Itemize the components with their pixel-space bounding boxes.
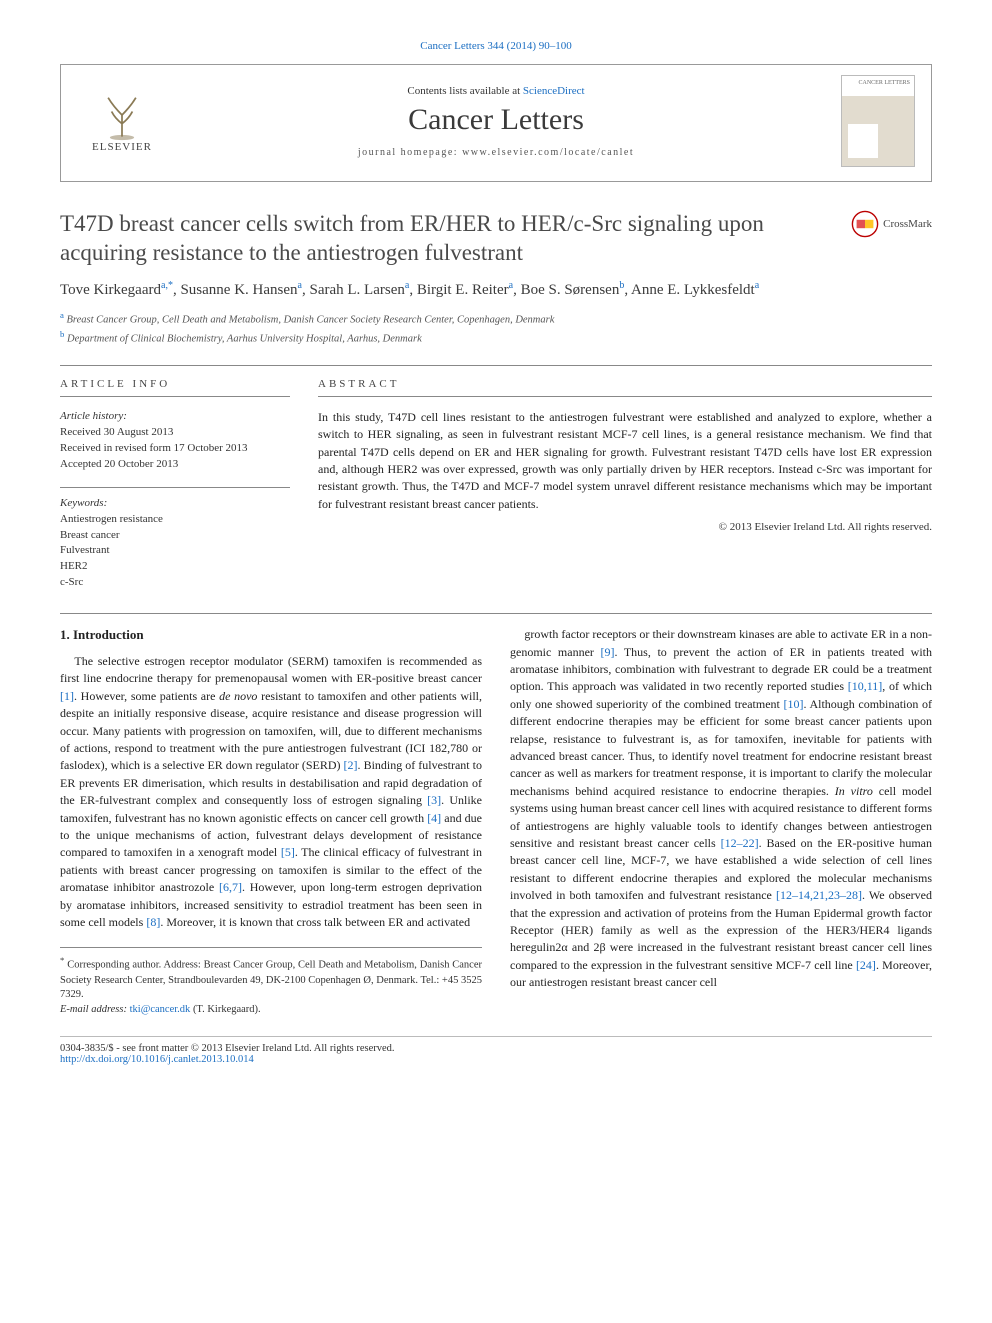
article-title: T47D breast cancer cells switch from ER/… <box>60 210 833 268</box>
corresponding-email: E-mail address: tki@cancer.dk (T. Kirkeg… <box>60 1003 482 1018</box>
affil-a-text: Breast Cancer Group, Cell Death and Meta… <box>67 314 555 325</box>
cover-art <box>848 124 878 158</box>
body-columns: 1. Introduction The selective estrogen r… <box>60 626 932 1017</box>
running-head-link[interactable]: Cancer Letters 344 (2014) 90–100 <box>420 40 572 52</box>
email-label: E-mail address: <box>60 1004 127 1015</box>
crossmark-badge[interactable]: CrossMark <box>851 210 932 238</box>
contents-pre: Contents lists available at <box>407 85 522 97</box>
abstract-heading: abstract <box>318 378 932 390</box>
abstract-copyright: © 2013 Elsevier Ireland Ltd. All rights … <box>318 521 932 533</box>
corresponding-text: * Corresponding author. Address: Breast … <box>60 954 482 1003</box>
intro-heading: 1. Introduction <box>60 626 482 645</box>
affiliation-a: a Breast Cancer Group, Cell Death and Me… <box>60 309 932 328</box>
corr-star: * <box>60 955 64 965</box>
footer-left: 0304-3835/$ - see front matter © 2013 El… <box>60 1043 395 1065</box>
journal-name: Cancer Letters <box>177 103 815 137</box>
abstract-text: In this study, T47D cell lines resistant… <box>318 409 932 513</box>
info-abstract-row: article info Article history: Received 3… <box>60 378 932 591</box>
rule-mid <box>60 613 932 614</box>
doi-label: http://dx.doi.org/ <box>60 1054 131 1065</box>
rule-top <box>60 365 932 366</box>
keyword-list: Antiestrogen resistanceBreast cancerFulv… <box>60 512 290 592</box>
page-footer: 0304-3835/$ - see front matter © 2013 El… <box>60 1036 932 1065</box>
history-line: Received 30 August 2013 <box>60 425 290 441</box>
elsevier-tree-icon <box>96 89 148 141</box>
corr-body: Corresponding author. Address: Breast Ca… <box>60 960 482 1000</box>
keyword: Antiestrogen resistance <box>60 512 290 528</box>
rule-ai <box>60 396 290 397</box>
keyword: Breast cancer <box>60 528 290 544</box>
keywords-heading: Keywords: <box>60 487 290 512</box>
keyword: Fulvestrant <box>60 543 290 559</box>
doi-line: http://dx.doi.org/10.1016/j.canlet.2013.… <box>60 1054 395 1065</box>
elsevier-logo: ELSEVIER <box>77 89 167 153</box>
contents-available: Contents lists available at ScienceDirec… <box>177 85 815 97</box>
running-head-journal: Cancer Letters <box>420 40 484 52</box>
affil-b-text: Department of Clinical Biochemistry, Aar… <box>67 333 422 344</box>
running-head: Cancer Letters 344 (2014) 90–100 <box>60 40 932 52</box>
author-list: Tove Kirkegaarda,*, Susanne K. Hansena, … <box>60 280 932 299</box>
corresponding-author-note: * Corresponding author. Address: Breast … <box>60 947 482 1017</box>
sciencedirect-link[interactable]: ScienceDirect <box>523 85 585 97</box>
doi-value: 10.1016/j.canlet.2013.10.014 <box>131 1054 254 1065</box>
article-info-block: article info Article history: Received 3… <box>60 378 290 591</box>
history-lines: Received 30 August 2013Received in revis… <box>60 425 290 473</box>
email-link[interactable]: tki@cancer.dk <box>130 1004 191 1015</box>
intro-para-1: The selective estrogen receptor modulato… <box>60 653 482 931</box>
history-line: Received in revised form 17 October 2013 <box>60 441 290 457</box>
keyword: c-Src <box>60 575 290 591</box>
affiliation-b: b Department of Clinical Biochemistry, A… <box>60 328 932 347</box>
keyword: HER2 <box>60 559 290 575</box>
journal-masthead: ELSEVIER Contents lists available at Sci… <box>60 64 932 182</box>
intro-para-2: growth factor receptors or their downstr… <box>510 626 932 991</box>
rule-abs <box>318 396 932 397</box>
doi-link[interactable]: http://dx.doi.org/10.1016/j.canlet.2013.… <box>60 1054 254 1065</box>
crossmark-icon <box>851 210 879 238</box>
journal-cover-thumb: CANCER LETTERS <box>841 75 915 167</box>
email-who: (T. Kirkegaard). <box>193 1004 261 1015</box>
crossmark-label: CrossMark <box>883 218 932 230</box>
running-head-pages: 344 (2014) 90–100 <box>487 40 571 52</box>
abstract-block: abstract In this study, T47D cell lines … <box>318 378 932 591</box>
homepage-label: journal homepage: <box>358 147 462 158</box>
title-row: T47D breast cancer cells switch from ER/… <box>60 210 932 268</box>
affiliations: a Breast Cancer Group, Cell Death and Me… <box>60 309 932 347</box>
article-info-heading: article info <box>60 378 290 390</box>
cover-label: CANCER LETTERS <box>846 80 910 86</box>
journal-homepage: journal homepage: www.elsevier.com/locat… <box>177 147 815 158</box>
issn-line: 0304-3835/$ - see front matter © 2013 El… <box>60 1043 395 1054</box>
elsevier-wordmark: ELSEVIER <box>92 141 152 153</box>
history-line: Accepted 20 October 2013 <box>60 457 290 473</box>
masthead-center: Contents lists available at ScienceDirec… <box>177 85 815 158</box>
article-info-body: Article history: Received 30 August 2013… <box>60 409 290 591</box>
homepage-url: www.elsevier.com/locate/canlet <box>462 147 634 158</box>
history-heading: Article history: <box>60 410 127 422</box>
